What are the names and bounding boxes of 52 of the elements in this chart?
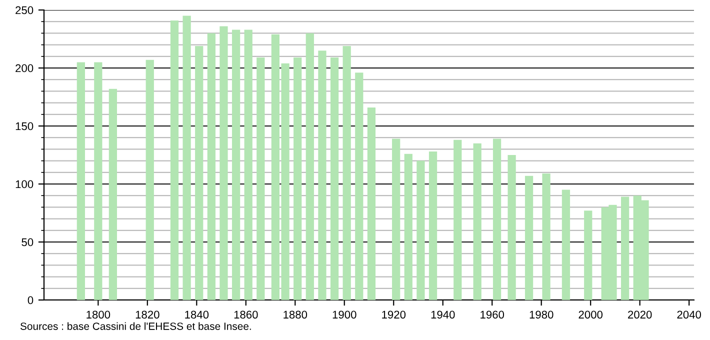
y-tick-label: 250 [16,6,34,14]
y-tick-label: 200 [16,64,34,72]
bar [170,20,179,300]
x-tick-label: 1900 [332,310,356,319]
x-tick-label: 2000 [578,310,603,319]
bar [542,174,550,300]
bar [146,60,154,300]
bar [404,154,412,300]
x-tick-label: 2040 [677,310,701,319]
bar [108,88,117,300]
bar [94,62,102,300]
x-tick-label: 1880 [284,310,308,319]
bar [473,143,482,300]
x-tick-label: 1960 [480,310,504,319]
bar [195,46,204,300]
x-tick-label: 1820 [136,310,160,319]
bar [621,196,630,300]
bar [454,140,462,300]
x-tick-label: 1800 [86,310,110,319]
x-tick-label: 1980 [530,310,554,319]
bar [330,58,339,300]
x-tick-label: 1940 [431,310,455,319]
source-note: Sources : base Cassini de l'EHESS et base Insee. [20,322,251,330]
y-tick-label: 0 [28,296,34,304]
bar [220,26,228,300]
bar [294,58,302,300]
bar [416,160,425,300]
x-tick-label: 1840 [185,310,209,319]
x-tick-label: 2020 [628,310,652,319]
bar [306,33,314,300]
bar [584,210,592,300]
bar [232,30,240,300]
bar [244,30,252,300]
bar [76,62,85,300]
bar [428,152,438,300]
bar [492,138,502,300]
bar [392,138,400,300]
bar [256,58,265,300]
bar [355,72,364,300]
bar [367,107,376,300]
bar [342,46,351,300]
y-tick-label: 50 [22,238,34,246]
bar [524,176,534,300]
bar [508,155,516,300]
bar [207,33,216,300]
bar [182,16,191,300]
bar [562,190,570,300]
y-tick-label: 100 [16,180,34,188]
x-tick-label: 1920 [382,310,406,319]
y-tick-label: 150 [16,122,34,130]
x-tick-label: 1860 [234,310,258,319]
bar [318,50,326,300]
